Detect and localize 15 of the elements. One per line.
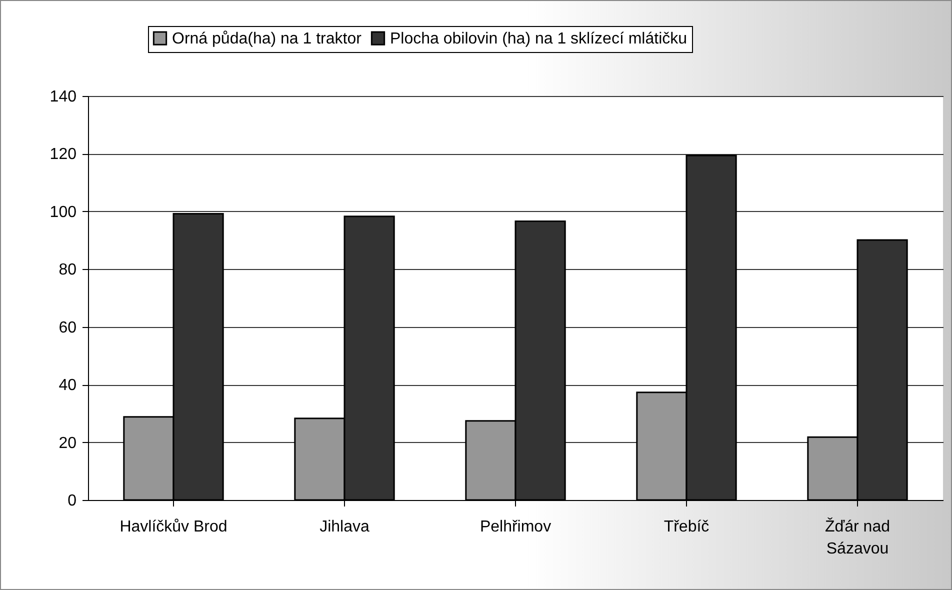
y-tick-label: 0: [68, 492, 77, 510]
y-tick-label: 100: [50, 204, 77, 221]
x-tick-label: Havlíčkův Brod: [120, 518, 228, 536]
y-tick-label: 80: [58, 262, 77, 279]
x-tick-label: Žďár nad Sázavou: [825, 518, 890, 558]
legend-label: Plocha obilovin (ha) na 1 sklízecí mlátičku: [390, 30, 688, 48]
x-tick-label: Pelhřimov: [480, 518, 552, 536]
legend-label: Orná půda(ha) na 1 traktor: [172, 30, 362, 48]
y-tick-label: 60: [58, 319, 77, 336]
y-tick-label: 140: [50, 88, 77, 106]
y-tick-label: 20: [58, 434, 77, 452]
x-tick-label: Třebíč: [664, 518, 710, 536]
y-tick-label: 120: [50, 146, 77, 164]
y-tick-label: 40: [58, 377, 77, 394]
x-tick-label: Jihlava: [320, 518, 370, 536]
